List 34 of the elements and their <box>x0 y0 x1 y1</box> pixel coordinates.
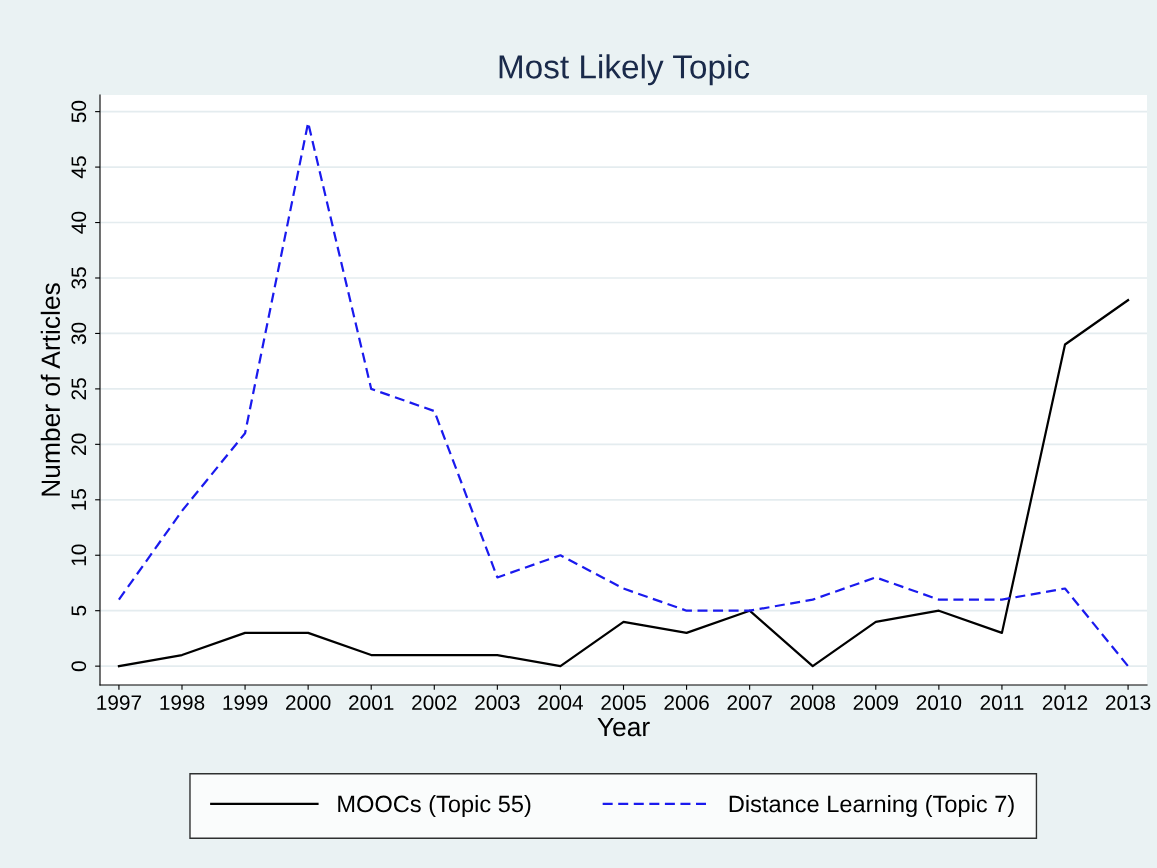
x-tick-label: 2011 <box>980 695 1024 711</box>
x-tick-label: 2012 <box>1042 695 1088 711</box>
y-tick-label: 25 <box>71 378 87 400</box>
y-tick-label: 50 <box>71 100 87 123</box>
legend-label: Distance Learning (Topic 7) <box>729 794 1014 817</box>
x-tick-label: 1997 <box>97 695 142 711</box>
x-tick-label: 2001 <box>349 695 394 711</box>
x-tick-label: 2013 <box>1105 695 1151 711</box>
x-tick-label: 2007 <box>727 695 772 711</box>
y-tick-label: 15 <box>71 489 87 510</box>
legend-label: MOOCs (Topic 55) <box>338 794 531 817</box>
chart-title: Most Likely Topic <box>499 54 750 86</box>
x-tick-label: 2010 <box>916 695 962 711</box>
x-tick-label: 1998 <box>160 695 205 711</box>
y-tick-label: 30 <box>71 322 87 345</box>
x-axis-title: Year <box>597 717 650 737</box>
y-tick-label: 0 <box>71 661 87 672</box>
x-tick-label: 2003 <box>475 695 520 711</box>
x-tick-label: 2008 <box>790 695 835 711</box>
y-tick-label: 40 <box>71 211 87 234</box>
x-tick-label: 2006 <box>664 695 709 711</box>
y-tick-label: 35 <box>71 267 87 289</box>
x-tick-label: 2009 <box>853 695 898 711</box>
y-tick-label: 20 <box>71 433 87 455</box>
x-tick-label: 1999 <box>223 695 268 711</box>
x-tick-label: 2000 <box>286 695 331 711</box>
y-tick-label: 45 <box>71 156 87 179</box>
line-series <box>117 299 1130 668</box>
y-tick-label: 5 <box>71 605 87 616</box>
y-axis-title: Number of Articles <box>40 283 61 496</box>
x-tick-label: 2004 <box>538 695 583 711</box>
x-tick-label: 2002 <box>412 695 457 711</box>
y-tick-label: 10 <box>71 544 87 566</box>
x-tick-label: 2005 <box>601 695 646 711</box>
